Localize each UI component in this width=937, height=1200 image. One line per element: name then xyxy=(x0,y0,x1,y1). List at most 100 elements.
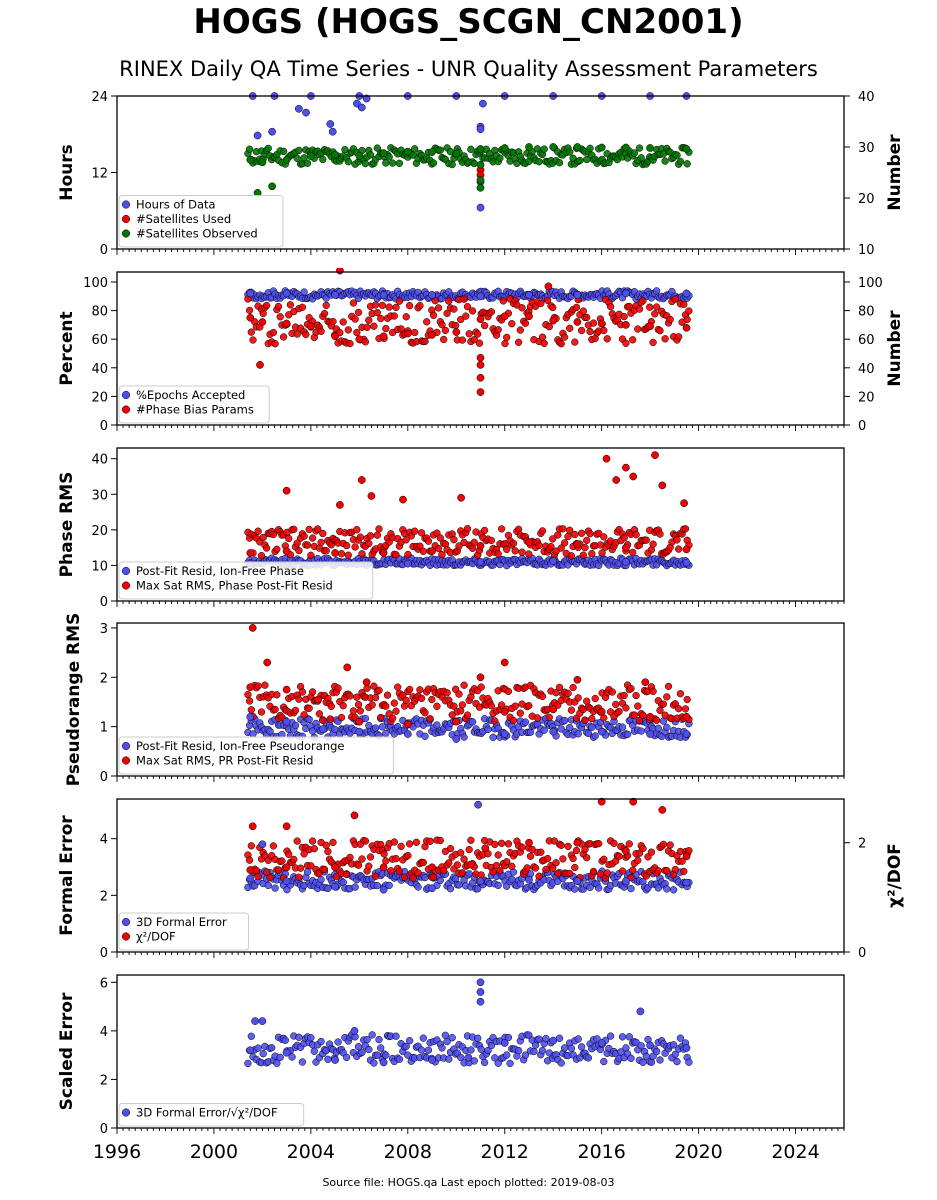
band-point xyxy=(492,861,501,870)
band-point xyxy=(434,544,443,553)
band-point xyxy=(363,323,371,331)
band-point xyxy=(487,1041,496,1050)
band-point xyxy=(463,711,472,719)
band-point xyxy=(373,144,381,152)
band-point xyxy=(262,544,271,552)
data-point xyxy=(476,176,485,184)
y-right-tick-label: 20 xyxy=(858,390,875,405)
band-point xyxy=(421,337,429,346)
band-point xyxy=(385,303,393,311)
data-point xyxy=(258,1017,267,1025)
band-point xyxy=(377,314,385,323)
band-point xyxy=(279,333,288,341)
y-tick-label: 2 xyxy=(100,889,108,904)
band-point xyxy=(475,339,484,347)
band-point xyxy=(634,856,642,865)
band-point xyxy=(595,529,603,538)
band-point xyxy=(361,837,370,845)
band-point xyxy=(554,531,562,539)
data-point xyxy=(476,978,485,987)
band-point xyxy=(370,1059,378,1067)
band-point xyxy=(625,1033,633,1041)
data-point xyxy=(336,268,344,275)
band-point xyxy=(329,317,337,326)
band-point xyxy=(683,695,691,704)
band-point xyxy=(574,1035,582,1043)
band-point xyxy=(501,339,509,348)
legend-marker xyxy=(121,1108,131,1117)
band-point xyxy=(319,529,327,538)
band-point xyxy=(675,705,683,713)
band-point xyxy=(276,313,284,321)
band-point xyxy=(535,158,543,166)
band-point xyxy=(371,724,380,732)
band-point xyxy=(307,862,315,870)
band-point xyxy=(637,154,645,162)
band-point xyxy=(245,856,254,864)
band-point xyxy=(545,323,553,331)
band-point xyxy=(411,527,419,535)
band-point xyxy=(676,157,685,166)
band-point xyxy=(470,538,478,547)
band-point xyxy=(664,682,673,691)
data-point xyxy=(476,388,485,396)
band-point xyxy=(351,315,359,323)
band-point xyxy=(477,871,485,879)
band-point xyxy=(526,728,535,736)
data-point xyxy=(251,1017,259,1025)
band-point xyxy=(489,733,497,741)
band-point xyxy=(651,310,659,318)
data-point xyxy=(682,558,691,567)
band-point xyxy=(503,545,511,554)
band-point xyxy=(431,297,439,305)
data-point xyxy=(525,538,533,547)
band-point xyxy=(680,867,688,876)
band-point xyxy=(598,549,606,557)
band-point xyxy=(491,717,499,725)
band-point xyxy=(460,733,468,741)
data-point xyxy=(248,624,257,632)
data-point xyxy=(355,717,364,726)
data-point xyxy=(500,312,509,321)
band-point xyxy=(497,701,506,709)
band-point xyxy=(448,160,456,169)
band-point xyxy=(579,307,587,315)
data-point xyxy=(428,148,436,156)
band-point xyxy=(673,151,681,159)
band-point xyxy=(646,303,654,311)
band-point xyxy=(351,543,359,551)
data-point xyxy=(682,323,691,332)
band-point xyxy=(269,842,278,850)
band-point xyxy=(276,1053,284,1062)
band-point xyxy=(518,548,526,556)
data-point xyxy=(282,319,291,328)
y-tick-label: 0 xyxy=(100,419,108,434)
y-tick-label: 2 xyxy=(100,671,108,686)
band-point xyxy=(315,710,324,718)
band-point xyxy=(480,526,489,535)
band-point xyxy=(383,691,392,699)
band-point xyxy=(635,305,644,313)
data-point xyxy=(246,549,255,557)
data-point xyxy=(573,838,582,847)
band-point xyxy=(470,1057,478,1065)
legend-label: χ²/DOF xyxy=(136,930,176,944)
x-tick-label: 2020 xyxy=(674,1141,722,1163)
band-point xyxy=(603,335,611,343)
band-point xyxy=(440,335,448,344)
band-point xyxy=(247,1032,255,1040)
band-point xyxy=(332,873,341,881)
band-point xyxy=(390,699,398,707)
band-point xyxy=(356,533,364,541)
band-point xyxy=(622,1044,630,1052)
band-point xyxy=(518,843,526,851)
band-point xyxy=(595,884,603,892)
band-point xyxy=(470,336,478,344)
band-point xyxy=(395,867,404,875)
band-point xyxy=(525,702,533,710)
band-point xyxy=(564,842,572,851)
band-point xyxy=(254,682,262,690)
band-point xyxy=(540,339,548,348)
legend: %Epochs Accepted#Phase Bias Params xyxy=(118,385,270,424)
